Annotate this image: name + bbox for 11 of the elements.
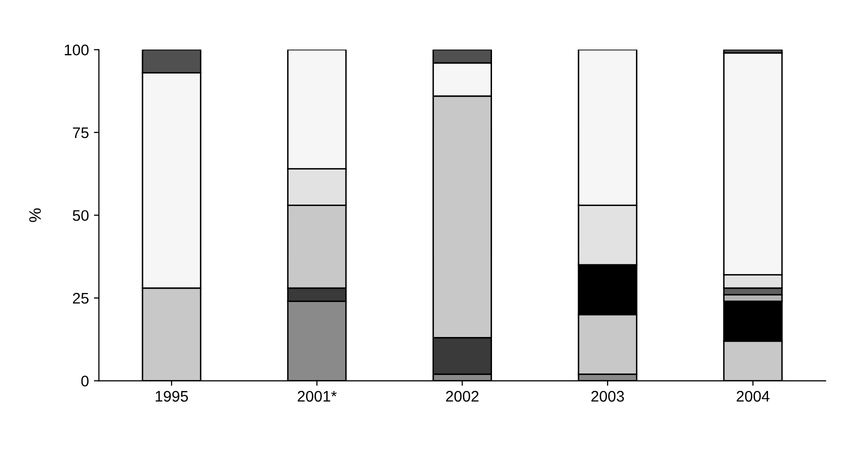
y-tick-label: 75 [72,127,89,138]
x-tick-label: 2002 [446,390,478,402]
y-axis-title: % [29,208,41,222]
x-tick-label: 2004 [736,390,770,402]
y-tick-label: 50 [72,210,89,221]
y-tick-label: 100 [64,44,89,56]
y-tick-label: 0 [81,376,89,386]
x-tick-label: 2003 [591,390,624,402]
x-tick-label: 2001* [298,390,337,402]
y-tick-label: 25 [72,292,89,304]
x-tick-label: 1995 [156,390,188,402]
